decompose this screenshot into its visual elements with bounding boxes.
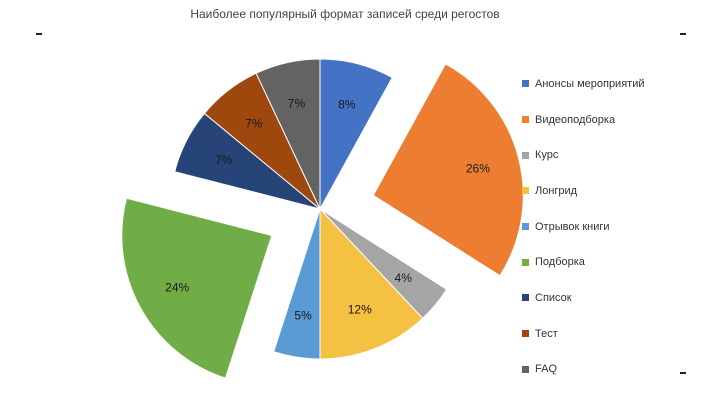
- legend-label: Видеоподборка: [535, 113, 616, 126]
- legend-label: Список: [535, 291, 572, 304]
- legend-swatch: [522, 330, 529, 338]
- slice-label-1: 8%: [338, 97, 356, 111]
- pie-slice-9: [255, 58, 321, 210]
- legend-item-1: Анонсы мероприятий: [522, 66, 644, 102]
- legend-swatch: [522, 294, 529, 302]
- pie-slice-4: [319, 207, 424, 360]
- legend-swatch: [522, 187, 529, 195]
- corner-mark-top-right: [680, 33, 686, 35]
- corner-mark-bottom-right: [680, 372, 686, 374]
- legend-label: Тест: [535, 327, 558, 340]
- chart-title: Наиболее популярный формат записей среди…: [190, 7, 500, 21]
- slice-label-8: 7%: [245, 117, 263, 131]
- slice-label-3: 4%: [395, 271, 413, 285]
- pie-slice-2: [372, 63, 524, 277]
- legend-item-3: Курс: [522, 137, 644, 173]
- legend-label: FAQ: [535, 363, 558, 376]
- legend-item-9: FAQ: [522, 352, 644, 388]
- slice-label-5: 5%: [294, 309, 312, 323]
- slice-label-7: 7%: [215, 153, 233, 167]
- slice-label-9: 7%: [288, 97, 306, 111]
- legend-label: Курс: [535, 149, 559, 162]
- legend-item-6: Подборка: [522, 244, 644, 280]
- legend-swatch: [522, 80, 529, 88]
- legend-label: Подборка: [535, 256, 585, 269]
- legend-swatch: [522, 223, 529, 231]
- legend-label: Анонсы мероприятий: [535, 77, 645, 90]
- corner-mark-top-left: [36, 33, 42, 35]
- legend-item-8: Тест: [522, 316, 644, 352]
- slice-label-4: 12%: [348, 302, 372, 316]
- slice-label-6: 24%: [165, 281, 189, 295]
- legend-swatch: [522, 151, 529, 159]
- legend-swatch: [522, 116, 529, 124]
- legend-label: Лонгрид: [535, 184, 578, 197]
- pie-slice-5: [273, 208, 321, 360]
- legend-swatch: [522, 365, 529, 373]
- legend-label: Отрывок книги: [535, 220, 610, 233]
- legend-swatch: [522, 258, 529, 266]
- pie-slice-6: [121, 197, 273, 379]
- chart-legend: Анонсы мероприятий Видеоподборка Курс Лонгр…: [522, 66, 644, 387]
- legend-item-2: Видеоподборка: [522, 102, 644, 138]
- legend-item-7: Список: [522, 280, 644, 316]
- slice-label-2: 26%: [466, 161, 490, 175]
- legend-item-5: Отрывок книги: [522, 209, 644, 245]
- legend-item-4: Лонгрид: [522, 173, 644, 209]
